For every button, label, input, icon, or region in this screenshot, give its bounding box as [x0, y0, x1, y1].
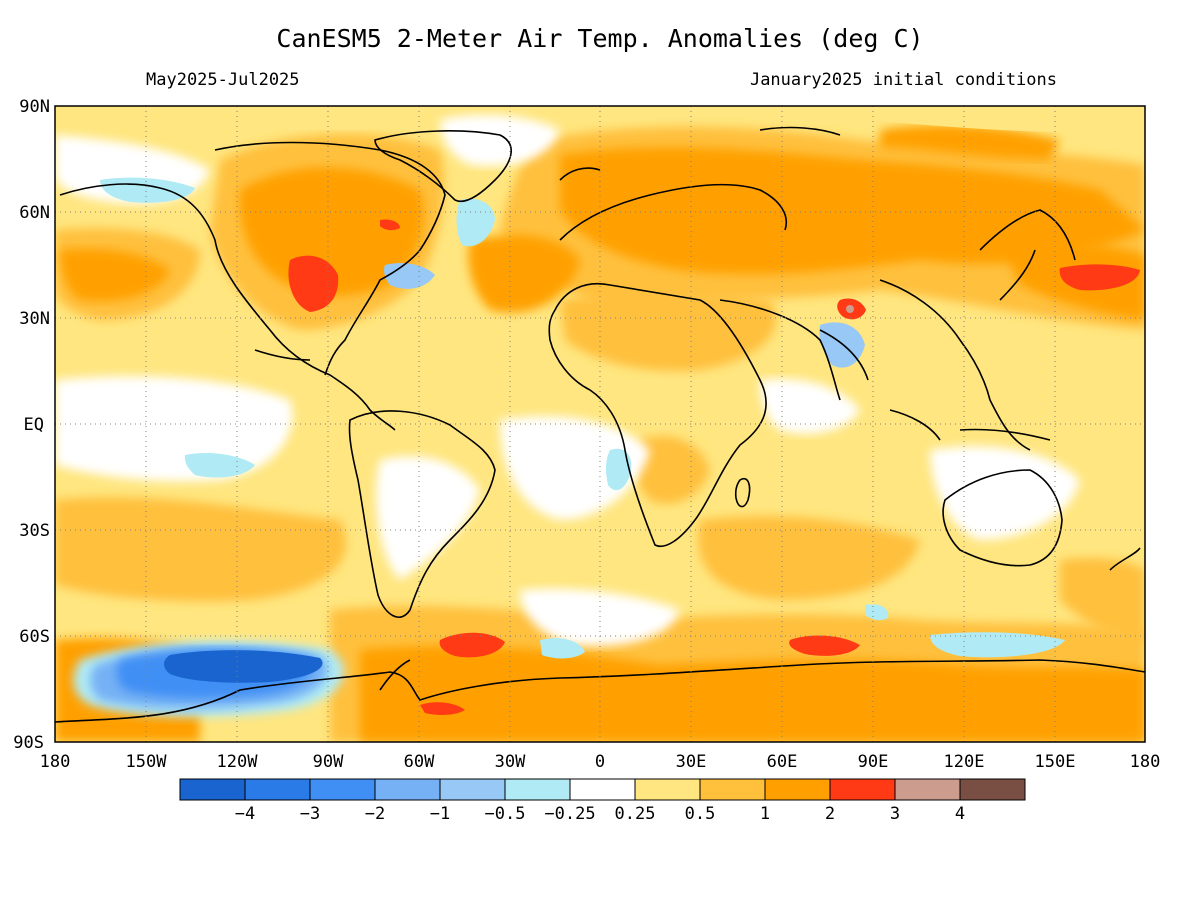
colorbar-swatch	[504, 778, 571, 801]
coastlines	[55, 126, 1145, 723]
colorbar-label: 4	[955, 804, 965, 824]
colorbar-swatch	[374, 778, 441, 801]
lon-tick-label: 90W	[313, 752, 344, 772]
lat-tick-label: 30S	[19, 521, 50, 541]
colorbar-swatch	[439, 778, 506, 801]
colorbar-swatch	[634, 778, 701, 801]
lon-tick-label: 30W	[495, 752, 526, 772]
lon-tick-label: 90E	[858, 752, 889, 772]
lat-axis: 90N 60N 30N EQ 30S 60S 90S	[13, 97, 50, 753]
map-frame	[54, 105, 1146, 743]
colorbar-label: −0.25	[544, 804, 595, 824]
colorbar-swatch	[894, 778, 961, 801]
lon-tick-label: 150E	[1035, 752, 1076, 772]
colorbar-label: −4	[235, 804, 255, 824]
lat-tick-label: 90N	[19, 97, 50, 117]
lon-tick-label: 60E	[767, 752, 798, 772]
lat-tick-label: EQ	[24, 415, 44, 435]
colorbar-swatch	[829, 778, 896, 801]
colorbar-swatch	[179, 778, 246, 801]
lon-axis: 180 150W 120W 90W 60W 30W 0 30E 60E 90E …	[40, 752, 1161, 772]
colorbar-swatch	[764, 778, 831, 801]
lon-tick-label: 0	[595, 752, 605, 772]
colorbar-swatch	[699, 778, 766, 801]
lon-tick-label: 120W	[217, 752, 259, 772]
lat-tick-label: 90S	[13, 733, 44, 753]
colorbar-label: 0.5	[685, 804, 716, 824]
lon-tick-label: 150W	[126, 752, 168, 772]
lat-tick-label: 60S	[19, 627, 50, 647]
lon-tick-label: 30E	[676, 752, 707, 772]
lon-tick-label: 60W	[404, 752, 435, 772]
colorbar-label: −3	[300, 804, 320, 824]
initial-conditions: January2025 initial conditions	[749, 70, 1057, 90]
colorbar	[179, 778, 1026, 801]
colorbar-swatch	[244, 778, 311, 801]
colorbar-label: 3	[890, 804, 900, 824]
map-grid	[55, 106, 1145, 742]
lon-tick-label: 120E	[944, 752, 985, 772]
colorbar-label: −0.5	[485, 804, 526, 824]
colorbar-label: −2	[365, 804, 385, 824]
colorbar-swatch	[309, 778, 376, 801]
lon-tick-label: 180	[40, 752, 71, 772]
colorbar-swatch	[959, 778, 1026, 801]
colorbar-label: 0.25	[615, 804, 656, 824]
forecast-period: May2025-Jul2025	[146, 70, 300, 90]
colorbar-swatch	[569, 778, 636, 801]
lat-tick-label: 30N	[19, 309, 50, 329]
lon-tick-label: 180	[1130, 752, 1161, 772]
colorbar-label: 1	[760, 804, 770, 824]
chart-title: CanESM5 2-Meter Air Temp. Anomalies (deg…	[276, 24, 924, 53]
colorbar-label: 2	[825, 804, 835, 824]
colorbar-label: −1	[430, 804, 450, 824]
colorbar-labels: −4 −3 −2 −1 −0.5 −0.25 0.25 0.5 1 2 3 4	[235, 804, 965, 824]
lat-tick-label: 60N	[19, 203, 50, 223]
